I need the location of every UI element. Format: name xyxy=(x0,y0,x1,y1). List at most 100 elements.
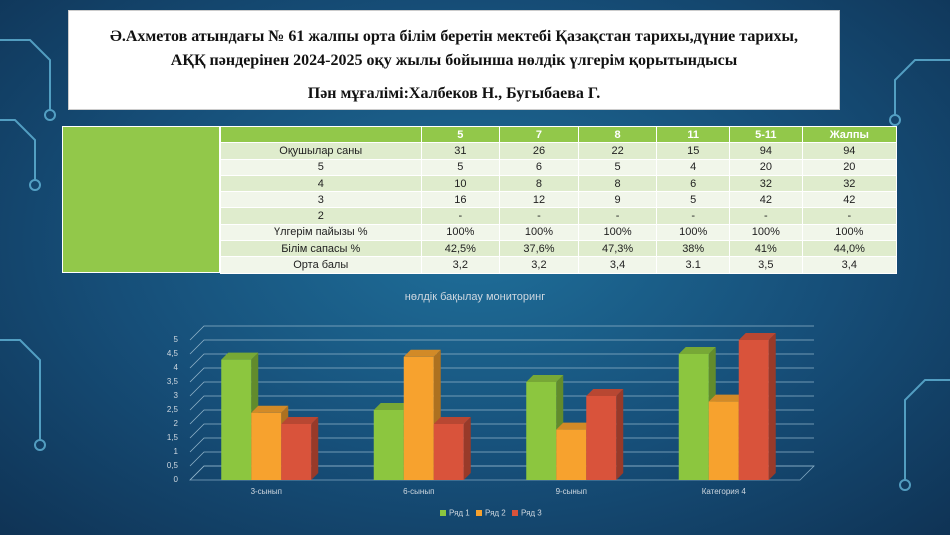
cell: - xyxy=(729,207,803,225)
row: Оқушылар саны 31 26 22 15 94 94 xyxy=(220,142,898,160)
cell: 15 xyxy=(656,142,731,160)
cell: Білім сапасы % xyxy=(220,240,422,258)
cell: 8 xyxy=(499,174,579,193)
cell: 3 xyxy=(220,191,422,209)
bar xyxy=(403,356,434,480)
cell: 3,5 xyxy=(729,256,803,274)
cell: 6 xyxy=(499,158,579,176)
cell: 42 xyxy=(729,191,803,209)
y-tick-label: 1,5 xyxy=(167,433,179,442)
bar xyxy=(433,424,464,480)
bar-side xyxy=(463,417,471,480)
grid-line xyxy=(189,353,814,369)
bar-top xyxy=(556,422,594,430)
title-box: Ә.Ахметов атындағы № 61 жалпы орта білім… xyxy=(68,10,840,110)
bar xyxy=(708,401,739,480)
bar-top xyxy=(678,347,716,354)
cell: 41% xyxy=(729,240,803,258)
cell: 8 xyxy=(577,174,658,193)
cell: 3.1 xyxy=(656,256,731,274)
cell: 22 xyxy=(577,142,658,160)
cell: 100% xyxy=(656,223,731,242)
header-row: 5 7 8 11 5-11 Жалпы xyxy=(220,125,898,144)
cell: 42 xyxy=(801,191,898,209)
title: Ә.Ахметов атындағы № 61 жалпы орта білім… xyxy=(110,28,798,69)
y-tick-label: 2,5 xyxy=(167,405,179,414)
bar xyxy=(373,410,404,480)
legend-label: Ряд 2 xyxy=(485,509,506,518)
x-tick-label: 3-сынып xyxy=(251,487,282,496)
bar xyxy=(526,382,557,480)
row: 4 10 8 8 6 32 32 xyxy=(220,174,898,193)
grid-line xyxy=(189,381,814,397)
cell: 100% xyxy=(801,223,898,242)
cell: 37,6% xyxy=(499,240,579,258)
legend-swatch xyxy=(512,510,518,516)
header-cell: 8 xyxy=(577,125,658,144)
cell: 26 xyxy=(499,142,579,160)
row: 3 16 12 9 5 42 42 xyxy=(220,191,898,209)
cell: - xyxy=(801,207,898,225)
cell: 20 xyxy=(801,158,898,176)
y-tick-label: 0,5 xyxy=(167,461,179,470)
bar-top xyxy=(403,349,441,357)
bar xyxy=(251,412,282,480)
grid-line xyxy=(189,367,814,383)
x-tick-label: 9-сынып xyxy=(556,487,587,496)
legend-swatch xyxy=(440,510,446,516)
cell: Орта балы xyxy=(220,256,422,274)
chart-title: нөлдік бақылау мониторинг xyxy=(405,291,545,303)
cell: 100% xyxy=(499,223,579,242)
legend-label: Ряд 3 xyxy=(521,509,542,518)
cell: 31 xyxy=(420,142,501,160)
bar xyxy=(678,354,709,480)
cell: 5 xyxy=(577,158,658,176)
cell: - xyxy=(420,207,501,225)
cell: 100% xyxy=(420,223,501,242)
bar xyxy=(281,424,312,480)
bar-side xyxy=(768,333,776,480)
row: 5 5 6 5 4 20 20 xyxy=(220,158,898,176)
cell: 3,4 xyxy=(577,256,658,274)
bar xyxy=(738,340,769,480)
cell: 5 xyxy=(656,191,731,209)
y-tick-label: 0 xyxy=(174,475,179,484)
table-block xyxy=(62,126,220,273)
row: Білім сапасы % 42,5% 37,6% 47,3% 38% 41% 44,0% xyxy=(220,240,898,258)
cell: Оқушылар саны xyxy=(220,142,422,160)
bar-top xyxy=(251,405,289,413)
cell: 47,3% xyxy=(577,240,658,258)
cell: 3,2 xyxy=(499,256,579,274)
bar xyxy=(221,359,252,480)
bar-top xyxy=(586,389,624,396)
bar-top xyxy=(221,352,259,360)
row: Үлгерім пайызы % 100% 100% 100% 100% 100% 100% xyxy=(220,223,898,242)
cell: 20 xyxy=(729,158,803,176)
decor xyxy=(0,39,950,191)
cell: 94 xyxy=(801,142,898,160)
grid-line xyxy=(189,325,814,341)
cell: 4 xyxy=(656,158,731,176)
bar-top xyxy=(433,417,471,424)
bar-top xyxy=(738,333,776,340)
bar xyxy=(556,429,587,480)
cell: 100% xyxy=(577,223,658,242)
cell: 44,0% xyxy=(801,240,898,258)
bar-top xyxy=(526,375,564,382)
cell: - xyxy=(656,207,731,225)
y-tick-label: 5 xyxy=(174,335,179,344)
teachers: Пән мұғалімі:Халбеков Н., Бугыбаева Г. xyxy=(307,85,601,102)
x-tick-label: 6-сынып xyxy=(403,487,434,496)
y-tick-label: 4 xyxy=(174,363,179,372)
cell: - xyxy=(577,207,658,225)
cell: - xyxy=(499,207,579,225)
cell: 3,2 xyxy=(420,256,501,274)
header-cell: 11 xyxy=(656,125,731,144)
y-tick-label: 2 xyxy=(174,419,179,428)
y-tick-label: 3,5 xyxy=(167,377,179,386)
cell: 38% xyxy=(656,240,731,258)
bar-top xyxy=(373,403,411,410)
header-cell: Жалпы xyxy=(801,125,898,144)
cell: 5 xyxy=(420,158,501,176)
x-tick-label: Категория 4 xyxy=(702,487,747,496)
